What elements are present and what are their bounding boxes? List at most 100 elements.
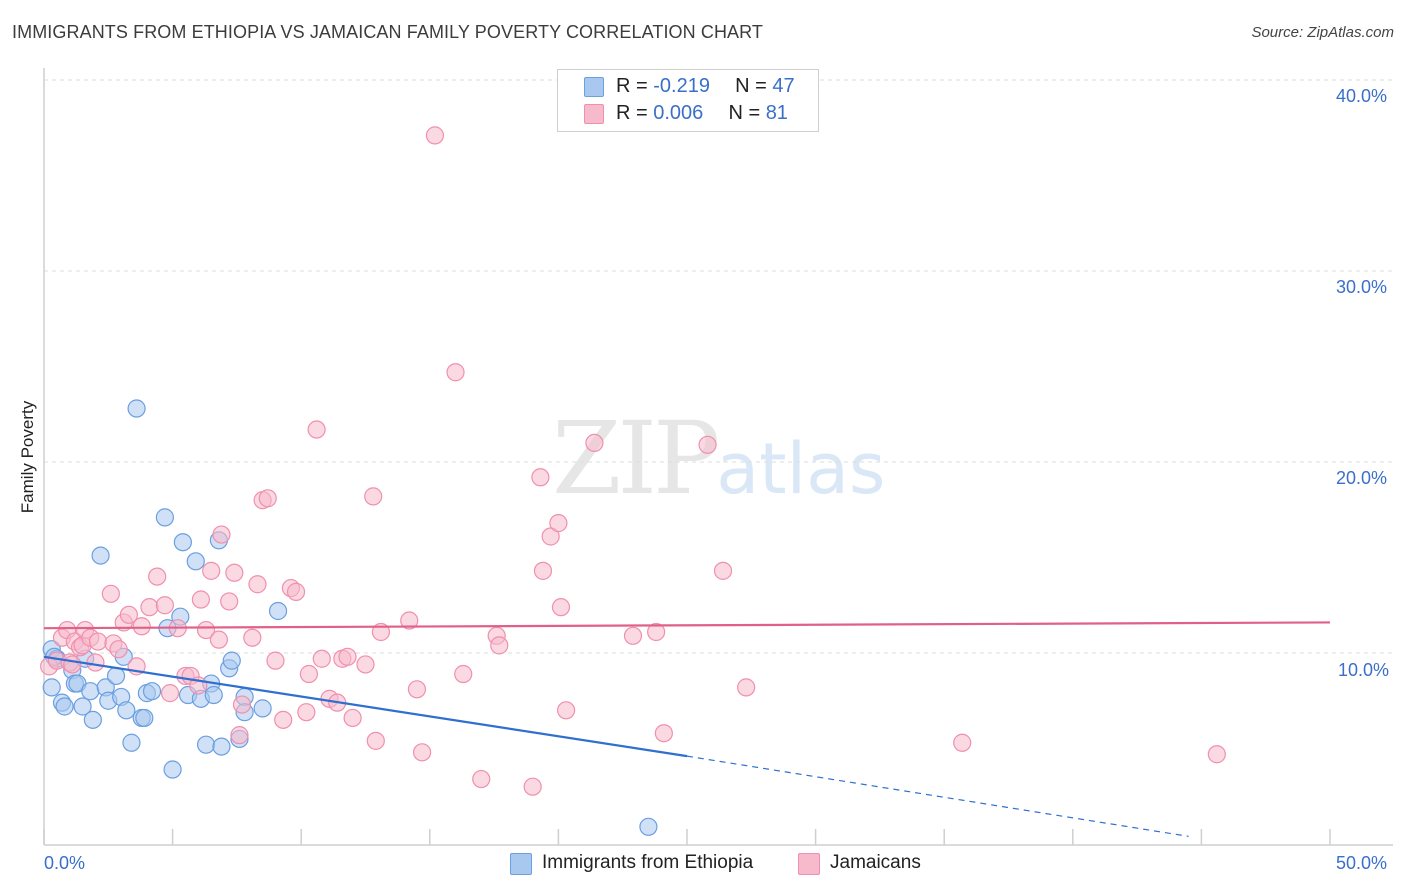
y-tick-label-10: 10.0% xyxy=(1338,660,1390,680)
jamaican-point-21 xyxy=(148,567,167,586)
jamaican-point-12 xyxy=(88,632,108,651)
jamaican-point-60 xyxy=(412,743,432,762)
legend-text-jamaicans: R = 0.006 N = 81 xyxy=(616,102,788,125)
jamaican-point-59 xyxy=(407,680,427,699)
legend-n-value: 47 xyxy=(772,75,795,97)
jamaican-point-68 xyxy=(531,468,550,487)
jamaican-point-70 xyxy=(541,527,560,546)
jamaican-point-42 xyxy=(274,710,293,729)
jamaican-point-45 xyxy=(297,703,316,722)
watermark: ZIPatlas xyxy=(552,400,885,517)
legend-text-ethiopia: R = -0.219 N = 47 xyxy=(616,75,795,98)
jamaican-point-75 xyxy=(623,626,643,645)
correlation-legend: R = -0.219 N = 47 R = 0.006 N = 81 xyxy=(557,69,819,132)
jamaican-point-34 xyxy=(225,563,244,582)
jamaican-point-76 xyxy=(647,622,666,642)
jamaican-point-22 xyxy=(155,596,174,615)
ethiopia-point-45 xyxy=(639,817,658,836)
jamaican-point-71 xyxy=(549,514,568,533)
ethiopia-point-1 xyxy=(42,678,61,697)
jamaican-point-35 xyxy=(230,726,249,745)
ethiopia-point-43 xyxy=(253,699,272,718)
jamaican-point-78 xyxy=(698,435,717,454)
jamaican-point-30 xyxy=(202,561,221,580)
ethiopia-trend-extension xyxy=(686,755,1189,837)
ethiopia-point-19 xyxy=(122,733,141,752)
ethiopia-point-39 xyxy=(222,651,241,670)
jamaican-point-74 xyxy=(585,433,604,452)
ethiopia-point-33 xyxy=(196,735,216,754)
jamaican-point-61 xyxy=(425,126,445,145)
jamaican-point-17 xyxy=(119,605,138,624)
jamaican-point-67 xyxy=(523,777,542,796)
ethiopia-point-35 xyxy=(204,685,223,705)
jamaican-point-44 xyxy=(286,582,306,601)
jamaican-point-66 xyxy=(490,636,509,655)
bottom-legend-swatch-jamaicans xyxy=(798,853,820,875)
ethiopia-point-10 xyxy=(81,682,100,701)
jamaican-point-36 xyxy=(232,695,252,714)
jamaican-point-55 xyxy=(364,487,383,506)
jamaican-point-40 xyxy=(258,489,277,508)
source-label: Source: ZipAtlas.com xyxy=(1251,24,1394,41)
jamaican-point-15 xyxy=(109,640,128,659)
jamaican-point-80 xyxy=(737,678,756,697)
legend-swatch-ethiopia xyxy=(584,77,604,97)
watermark-zip: ZIP xyxy=(552,400,720,517)
jamaican-point-37 xyxy=(243,628,262,647)
legend-n-label: N = xyxy=(735,75,767,97)
jamaican-point-28 xyxy=(191,590,210,609)
jamaican-point-73 xyxy=(557,701,576,720)
jamaican-point-58 xyxy=(400,611,419,630)
bottom-legend-swatch-ethiopia xyxy=(510,853,532,875)
legend-r-label: R = xyxy=(616,75,648,97)
ethiopia-point-44 xyxy=(268,601,288,621)
jamaican-point-41 xyxy=(266,651,285,670)
legend-n-value: 81 xyxy=(765,102,788,124)
jamaican-point-31 xyxy=(209,630,228,649)
ethiopia-point-11 xyxy=(83,710,102,729)
ethiopia-point-8 xyxy=(73,697,92,716)
jamaican-point-19 xyxy=(132,617,151,636)
ethiopia-point-37 xyxy=(212,737,231,756)
jamaican-point-48 xyxy=(312,649,331,668)
bottom-legend-label-ethiopia: Immigrants from Ethiopia xyxy=(542,852,754,873)
jamaican-point-63 xyxy=(454,664,473,684)
y-tick-label-40: 40.0% xyxy=(1336,86,1388,106)
ethiopia-point-27 xyxy=(163,760,182,779)
jamaican-point-79 xyxy=(713,561,733,580)
bottom-legend-label-jamaicans: Jamaicans xyxy=(830,852,921,873)
ethiopia-point-29 xyxy=(173,533,192,552)
legend-swatch-jamaicans xyxy=(584,104,604,124)
jamaican-point-38 xyxy=(248,575,267,594)
jamaican-point-23 xyxy=(160,684,180,703)
ethiopia-point-18 xyxy=(117,701,136,720)
jamaican-point-77 xyxy=(654,724,673,743)
jamaican-point-52 xyxy=(338,647,357,666)
jamaican-point-11 xyxy=(86,653,105,672)
ethiopia-point-31 xyxy=(186,552,205,571)
legend-r-value: 0.006 xyxy=(653,102,704,124)
jamaican-point-69 xyxy=(533,561,553,580)
ethiopia-point-12 xyxy=(91,546,110,565)
legend-n-label: N = xyxy=(728,102,761,124)
jamaican-point-20 xyxy=(140,598,159,617)
jamaican-point-32 xyxy=(212,525,231,544)
ethiopia-point-25 xyxy=(155,508,174,527)
ethiopia-point-20 xyxy=(127,399,146,418)
x-tick-label-max: 50.0% xyxy=(1336,853,1388,873)
legend-r-label: R = xyxy=(616,102,648,124)
ethiopia-point-4 xyxy=(55,697,74,716)
jamaican-trend-line xyxy=(43,621,1331,630)
jamaican-point-5 xyxy=(63,655,82,674)
jamaican-point-13 xyxy=(101,584,120,603)
jamaican-point-82 xyxy=(1207,745,1226,764)
ethiopia-point-24 xyxy=(142,682,162,701)
x-tick-label-min: 0.0% xyxy=(44,853,86,873)
jamaican-point-46 xyxy=(299,664,319,684)
jamaican-point-29 xyxy=(196,620,216,640)
watermark-atlas: atlas xyxy=(716,428,886,510)
jamaican-point-81 xyxy=(953,733,972,752)
jamaican-point-53 xyxy=(343,708,362,728)
